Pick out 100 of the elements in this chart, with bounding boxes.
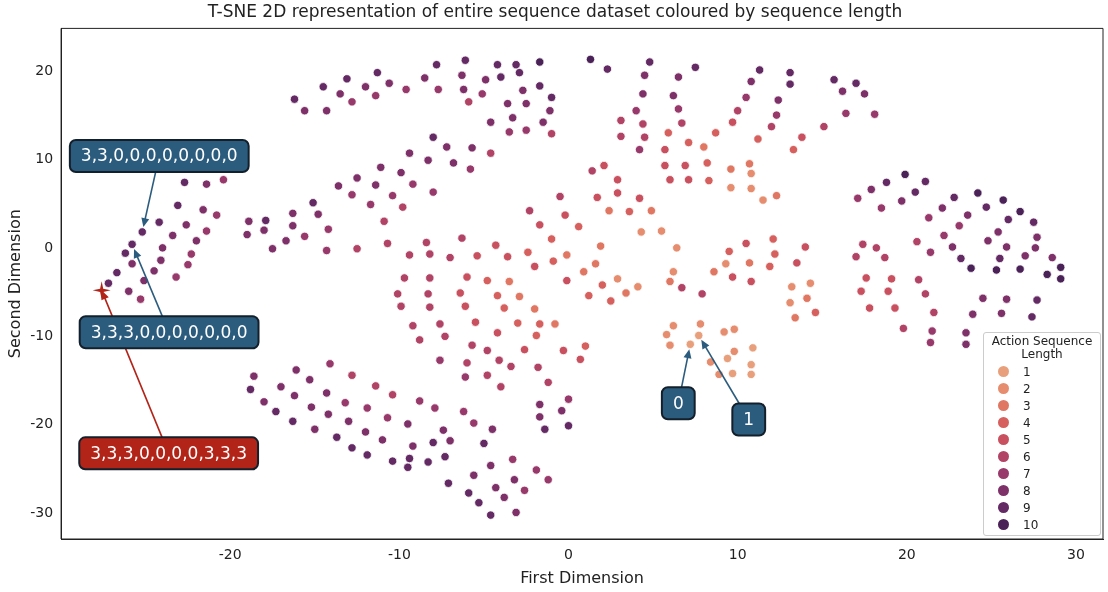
point xyxy=(677,283,687,293)
legend-label: 7 xyxy=(1023,466,1031,481)
point xyxy=(841,108,851,118)
point xyxy=(555,191,565,202)
point xyxy=(660,145,670,155)
point xyxy=(668,321,678,331)
point xyxy=(371,91,381,101)
x-tick-label: 20 xyxy=(897,546,916,563)
point xyxy=(624,206,634,217)
point xyxy=(535,319,545,329)
point xyxy=(699,142,709,152)
point xyxy=(325,359,335,369)
point xyxy=(886,274,897,284)
legend-label: 8 xyxy=(1023,483,1031,498)
point xyxy=(423,289,433,299)
point xyxy=(504,127,514,137)
point xyxy=(766,122,777,132)
point xyxy=(482,370,492,380)
point xyxy=(393,289,403,299)
point xyxy=(727,117,738,127)
point xyxy=(883,286,893,296)
point xyxy=(379,216,389,226)
point xyxy=(585,54,596,64)
annotation: 3,3,3,0,0,0,0,0,0,0 xyxy=(90,321,248,342)
point xyxy=(186,249,196,259)
point xyxy=(771,110,782,120)
point xyxy=(550,319,560,329)
point xyxy=(640,132,650,142)
point xyxy=(711,128,721,138)
x-tick-label: -20 xyxy=(218,546,242,563)
point xyxy=(787,282,797,292)
point xyxy=(421,237,432,248)
point xyxy=(870,109,880,119)
point xyxy=(912,237,922,247)
point xyxy=(599,160,609,171)
legend-label: 6 xyxy=(1023,449,1031,464)
point xyxy=(802,293,812,303)
point xyxy=(531,330,541,341)
point xyxy=(929,307,939,318)
point xyxy=(445,253,455,263)
point xyxy=(616,131,626,141)
point xyxy=(800,242,810,252)
point xyxy=(954,221,964,231)
point xyxy=(425,249,435,259)
point xyxy=(998,195,1008,205)
x-tick-label: 0 xyxy=(564,546,573,563)
point xyxy=(399,273,410,283)
point xyxy=(746,183,756,194)
point xyxy=(543,377,553,387)
point xyxy=(685,339,695,349)
point xyxy=(486,148,496,158)
point xyxy=(744,258,755,268)
point xyxy=(574,222,584,232)
point xyxy=(347,370,357,380)
annotation: 0 xyxy=(672,392,684,413)
point xyxy=(697,289,707,299)
point xyxy=(590,259,601,269)
point xyxy=(709,267,719,277)
point xyxy=(672,243,682,253)
point xyxy=(805,278,815,288)
point xyxy=(464,97,474,107)
point xyxy=(477,89,487,99)
point xyxy=(991,265,1002,275)
point xyxy=(415,335,425,345)
point xyxy=(396,301,406,311)
point xyxy=(634,193,645,203)
point xyxy=(924,213,934,223)
point xyxy=(876,203,887,213)
point xyxy=(656,226,667,236)
point xyxy=(492,291,503,301)
point xyxy=(201,226,212,236)
point xyxy=(171,272,181,282)
point xyxy=(684,137,694,148)
point xyxy=(362,403,372,413)
point xyxy=(1015,264,1025,274)
legend-title: Action Sequence Length xyxy=(990,334,1094,361)
point xyxy=(531,465,541,475)
point xyxy=(966,263,976,273)
point xyxy=(347,190,357,200)
point xyxy=(973,188,983,198)
point xyxy=(465,164,475,174)
point xyxy=(430,403,440,413)
point xyxy=(371,381,381,391)
point xyxy=(819,122,829,132)
point xyxy=(535,220,545,230)
point xyxy=(1015,206,1025,217)
point xyxy=(347,97,357,107)
point xyxy=(727,368,738,379)
point xyxy=(880,253,890,263)
point xyxy=(433,84,443,95)
point xyxy=(425,302,435,312)
point xyxy=(758,195,768,205)
point xyxy=(810,307,821,318)
point xyxy=(1056,274,1066,284)
point xyxy=(472,251,482,261)
point xyxy=(482,345,492,356)
point xyxy=(663,128,673,138)
point xyxy=(584,291,594,301)
point xyxy=(469,418,479,428)
y-tick-label: -20 xyxy=(30,415,54,432)
